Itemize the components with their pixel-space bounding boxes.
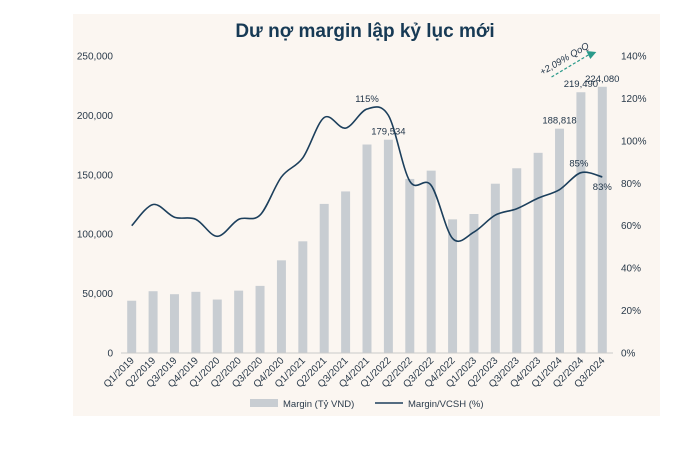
bar-Q4/2021 — [362, 144, 372, 353]
annotation-arrow-line — [551, 54, 589, 78]
bar-Q3/2021 — [341, 191, 351, 353]
bar-Q3/2024 — [597, 86, 607, 353]
chart-panel: Dư nợ margin lập kỷ lục mới 0 50,000 100,0… — [73, 14, 660, 416]
bar-Q2/2019 — [148, 291, 158, 353]
bar-Q3/2022 — [426, 170, 436, 353]
left-tick-label: 200,000 — [77, 111, 114, 122]
legend: Margin (Tỷ VND) Margin/VCSH (%) — [250, 399, 484, 410]
bar-Q4/2022 — [448, 219, 458, 353]
bar-Q1/2021 — [298, 241, 308, 353]
margin-chart: Dư nợ margin lập kỷ lục mới 0 50,000 100,0… — [77, 21, 647, 410]
right-tick-label: 20% — [621, 306, 641, 317]
right-tick-label: 120% — [621, 94, 647, 105]
bar-Q1/2020 — [212, 299, 222, 353]
bar-Q2/2020 — [234, 290, 244, 353]
chart-title: Dư nợ margin lập kỷ lục mới — [235, 21, 494, 42]
right-tick-label: 40% — [621, 264, 641, 275]
bar-Q1/2023 — [469, 214, 479, 353]
bar-data-label: 224,080 — [585, 74, 619, 85]
bar-Q4/2020 — [276, 260, 286, 353]
bar-Q3/2023 — [512, 168, 522, 353]
bar-Q4/2023 — [533, 152, 543, 353]
left-tick-label: 0 — [107, 349, 113, 360]
left-tick-label: 50,000 — [82, 289, 113, 300]
legend-label-margin: Margin (Tỷ VND) — [283, 399, 354, 410]
left-tick-label: 150,000 — [77, 170, 114, 181]
left-axis: 0 50,000 100,000 150,000 200,000 250,000 — [77, 52, 114, 360]
annotation-arrow-head — [586, 51, 597, 59]
bar-Q2/2022 — [405, 178, 415, 353]
right-tick-label: 0% — [621, 349, 636, 360]
x-axis: Q1/2019Q2/2019Q3/2019Q4/2019Q1/2020Q2/20… — [102, 352, 613, 390]
bar-data-label: 188,818 — [542, 116, 576, 127]
line-data-label: 85% — [569, 159, 589, 170]
right-tick-label: 60% — [621, 221, 641, 232]
right-tick-label: 140% — [621, 52, 647, 63]
bar-Q3/2020 — [255, 285, 265, 353]
bar-Q2/2023 — [490, 183, 500, 353]
bar-Q2/2024 — [576, 92, 586, 353]
bar-Q3/2019 — [169, 294, 179, 353]
bar-data-label: 179,534 — [371, 127, 405, 138]
bar-Q1/2019 — [127, 300, 137, 353]
annotation-text: +2,09% QoQ — [538, 40, 592, 78]
right-tick-label: 100% — [621, 136, 647, 147]
line-series-margin-vcsh — [131, 106, 603, 243]
legend-label-margin-vcsh: Margin/VCSH (%) — [408, 399, 484, 410]
bar-Q1/2024 — [555, 128, 565, 353]
bar-Q1/2022 — [383, 139, 393, 353]
bar-series-margin — [127, 86, 607, 353]
line-data-label: 83% — [593, 182, 613, 193]
bar-data-label: 219,490 — [564, 79, 598, 90]
line-data-label: 115% — [355, 94, 379, 105]
annotation: +2,09% QoQ — [538, 40, 597, 78]
bar-Q2/2021 — [319, 203, 329, 353]
left-tick-label: 100,000 — [77, 230, 114, 241]
right-axis: 0% 20% 40% 60% 80% 100% 120% 140% — [621, 52, 647, 360]
line-margin-vcsh — [131, 106, 603, 243]
left-tick-label: 250,000 — [77, 52, 114, 63]
bar-Q4/2019 — [191, 291, 201, 353]
legend-swatch-margin — [250, 399, 278, 407]
right-tick-label: 80% — [621, 179, 641, 190]
